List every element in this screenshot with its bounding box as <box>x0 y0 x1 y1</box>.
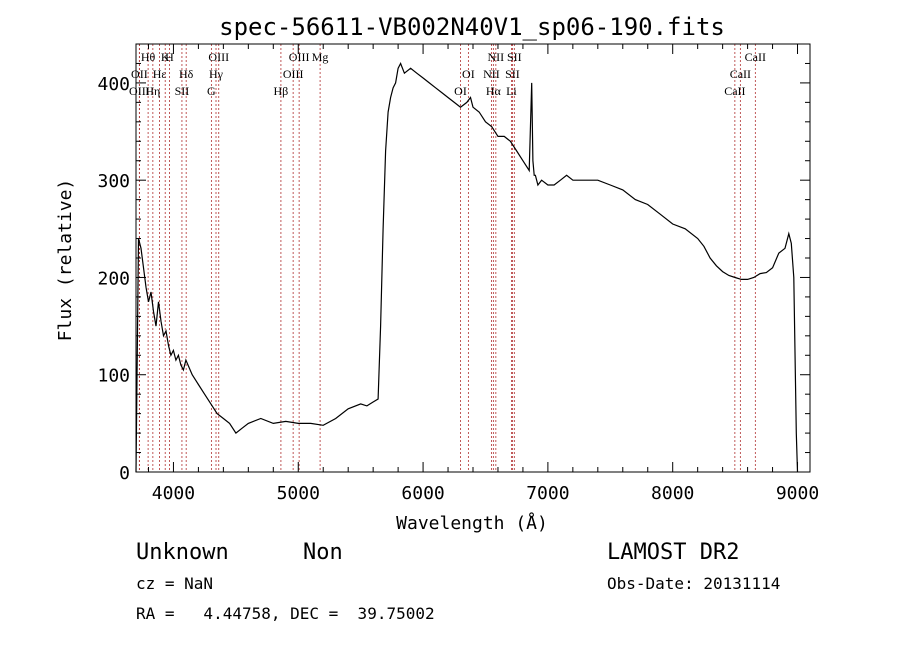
line-label: SII <box>505 67 520 81</box>
x-tick-label: 7000 <box>526 483 569 504</box>
class-label: Unknown <box>136 540 229 565</box>
radec-label: RA = 4.44758, DEC = 39.75002 <box>136 604 435 623</box>
line-label: Hγ <box>209 67 224 81</box>
line-label: SII <box>507 50 522 64</box>
line-label: OIII <box>208 50 229 64</box>
line-label: OIII <box>129 84 150 98</box>
y-tick-label: 100 <box>97 366 130 387</box>
line-label: Mg <box>312 50 329 64</box>
line-label: H <box>165 50 174 64</box>
line-label: K <box>161 50 170 64</box>
x-axis: 4000 5000 6000 7000 8000 9000 <box>147 44 819 504</box>
obsdate-label: Obs-Date: 20131114 <box>607 574 780 593</box>
line-label: Hθ <box>141 50 156 64</box>
y-axis-label: Flux (relative) <box>55 179 76 342</box>
line-label: OIII <box>283 67 304 81</box>
x-tick-label: 8000 <box>651 483 694 504</box>
line-label: Hε <box>153 67 167 81</box>
cz-label: cz = NaN <box>136 574 213 593</box>
line-label: OI <box>462 67 475 81</box>
spectral-line-labels: Hθ OII OIII K Hε Hη H Hδ SII OIII Hγ G OIII OIII Hβ Mg O… <box>129 50 766 98</box>
survey-label: LAMOST DR2 <box>607 540 739 565</box>
x-axis-label: Wavelength (Å) <box>396 512 548 534</box>
spectrum-line <box>135 62 799 473</box>
line-label: CaII <box>724 84 745 98</box>
chart-title: spec-56611-VB002N40V1_sp06-190.fits <box>219 13 725 41</box>
line-label: Li <box>506 84 517 98</box>
spectral-line-markers <box>138 44 756 472</box>
x-tick-label: 9000 <box>776 483 819 504</box>
y-tick-label: 300 <box>97 171 130 192</box>
y-tick-label: 400 <box>97 74 130 95</box>
line-label: G <box>207 84 216 98</box>
line-label: Hδ <box>179 67 194 81</box>
y-axis: 0 100 200 300 400 <box>97 62 810 484</box>
line-label: OI <box>454 84 467 98</box>
line-label: CaII <box>730 67 751 81</box>
line-label: OII <box>131 67 148 81</box>
line-label: NII <box>488 50 505 64</box>
line-label: OIII <box>289 50 310 64</box>
line-label: SII <box>175 84 190 98</box>
y-tick-label: 0 <box>119 463 130 484</box>
line-label: NII <box>483 67 500 81</box>
line-label: Hβ <box>274 84 289 98</box>
x-tick-label: 6000 <box>401 483 444 504</box>
x-tick-label: 5000 <box>277 483 320 504</box>
plot-frame <box>135 43 811 473</box>
line-label: Hα <box>486 84 502 98</box>
line-label: CaII <box>745 50 766 64</box>
x-tick-label: 4000 <box>152 483 195 504</box>
subclass-label: Non <box>303 540 343 565</box>
y-tick-label: 200 <box>97 268 130 289</box>
line-label: Hη <box>145 84 160 98</box>
